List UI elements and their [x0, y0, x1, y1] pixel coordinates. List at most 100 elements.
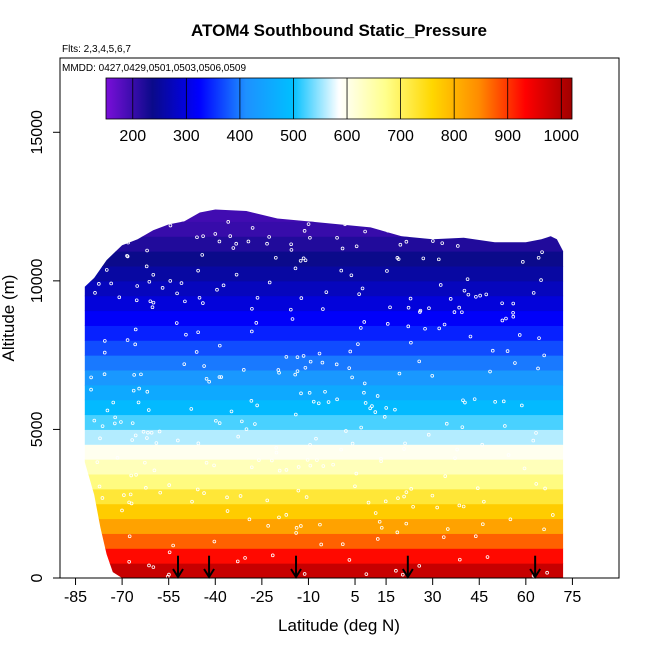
- sample-point: [294, 531, 298, 535]
- pressure-band: [84, 310, 564, 326]
- sample-point: [506, 453, 511, 457]
- sample-point: [179, 281, 184, 285]
- sample-point: [406, 324, 411, 329]
- sample-point: [502, 234, 506, 239]
- sample-point: [182, 362, 187, 366]
- sample-point: [461, 504, 466, 509]
- x-tick-label: -70: [111, 589, 134, 606]
- sample-point: [503, 424, 507, 428]
- sample-point: [308, 235, 312, 240]
- sample-point: [151, 300, 156, 305]
- sample-point: [484, 292, 489, 297]
- sample-point: [531, 291, 536, 295]
- sample-point: [520, 403, 524, 408]
- sample-point: [379, 525, 384, 530]
- sample-point: [324, 290, 329, 294]
- sample-point: [400, 572, 405, 577]
- sample-point: [294, 526, 299, 530]
- sample-point: [240, 419, 244, 424]
- sample-point: [204, 460, 209, 465]
- sample-point: [404, 239, 409, 244]
- sample-point: [362, 320, 367, 324]
- pressure-band: [84, 563, 564, 578]
- sample-point: [295, 355, 300, 359]
- sample-point: [235, 559, 240, 564]
- sample-point: [482, 499, 486, 504]
- sample-point: [136, 400, 141, 405]
- sample-point: [306, 222, 311, 226]
- pressure-band: [84, 414, 564, 430]
- sample-point: [347, 558, 352, 562]
- sample-point: [423, 326, 427, 331]
- plot-frame: [59, 57, 620, 579]
- sample-point: [150, 305, 155, 310]
- sample-point: [129, 473, 133, 478]
- sample-point: [363, 229, 367, 234]
- sample-point: [154, 441, 159, 445]
- sample-point: [117, 295, 122, 300]
- pressure-band: [84, 340, 564, 356]
- sample-point: [511, 301, 516, 306]
- pressure-band: [84, 459, 564, 475]
- sample-point: [384, 406, 389, 410]
- x-tick-label: 5: [351, 589, 360, 606]
- sample-point: [225, 509, 230, 513]
- sample-point: [270, 458, 274, 463]
- sample-point: [249, 399, 254, 403]
- sample-point: [194, 350, 199, 354]
- sample-point: [302, 229, 307, 233]
- sample-point: [521, 260, 525, 264]
- sample-point: [406, 305, 411, 310]
- sample-point: [308, 442, 312, 447]
- sample-point: [305, 458, 310, 462]
- sample-point: [217, 343, 222, 348]
- y-tick-label: 5000: [29, 412, 46, 448]
- sample-point: [505, 349, 510, 353]
- sample-point: [134, 472, 138, 477]
- sample-point: [531, 438, 536, 443]
- sample-point: [221, 283, 226, 288]
- sample-point: [274, 450, 279, 455]
- sample-point: [359, 425, 363, 430]
- sample-point: [485, 555, 490, 559]
- sample-point: [174, 321, 179, 325]
- sample-point: [430, 373, 435, 378]
- sample-point: [93, 291, 97, 295]
- sample-point: [97, 282, 101, 286]
- sample-point: [102, 350, 107, 355]
- x-tick-label: -10: [297, 589, 320, 606]
- sample-point: [217, 375, 222, 379]
- sample-point: [243, 556, 247, 560]
- sample-point: [234, 272, 239, 277]
- sample-point: [501, 399, 506, 404]
- sample-point: [144, 486, 148, 490]
- sample-point: [119, 420, 123, 424]
- sample-point: [540, 250, 544, 254]
- sample-point: [125, 338, 130, 342]
- sample-point: [362, 381, 367, 386]
- sample-point: [319, 542, 323, 547]
- sounding-arrow: [172, 555, 184, 579]
- colorbar-tick-label: 300: [173, 128, 200, 145]
- sample-point: [474, 294, 478, 299]
- sample-point: [158, 490, 163, 495]
- pressure-band: [84, 548, 564, 564]
- sounding-arrow: [203, 555, 215, 579]
- sample-point: [397, 371, 402, 376]
- sample-point: [408, 296, 413, 301]
- sample-point: [130, 438, 134, 442]
- sample-point: [122, 493, 126, 497]
- sample-point: [273, 255, 278, 260]
- flights-note: Flts: 2,3,4,5,6,7: [62, 44, 131, 55]
- sample-point: [455, 447, 459, 452]
- sample-point: [134, 298, 139, 303]
- pressure-band: [84, 533, 564, 549]
- sample-point: [462, 288, 467, 293]
- sample-point: [395, 530, 400, 535]
- sounding-arrow-head: [172, 568, 184, 579]
- sample-point: [481, 221, 485, 225]
- pressure-band: [84, 221, 564, 237]
- sample-point: [481, 522, 485, 527]
- sample-point: [522, 466, 527, 471]
- sample-point: [149, 430, 154, 435]
